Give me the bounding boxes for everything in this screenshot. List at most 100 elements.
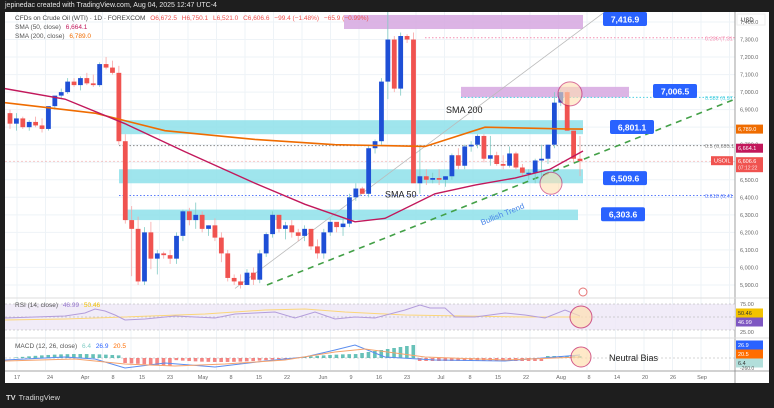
candle[interactable] (46, 106, 51, 131)
candle[interactable] (26, 120, 32, 131)
candle[interactable] (507, 146, 512, 168)
candle[interactable] (199, 211, 205, 233)
candle[interactable] (250, 267, 256, 285)
candle[interactable] (372, 139, 378, 154)
candle[interactable] (71, 78, 77, 87)
tradingview-logo[interactable]: TV TradingView (6, 393, 60, 402)
macd-hist-badge[interactable] (736, 358, 763, 368)
rsi-badge[interactable] (736, 317, 763, 327)
candle[interactable] (449, 153, 455, 180)
candle[interactable] (212, 218, 218, 242)
candle[interactable] (462, 144, 468, 170)
candle[interactable] (430, 172, 436, 184)
level-label-box[interactable] (603, 171, 647, 186)
candle[interactable] (334, 221, 340, 233)
candle[interactable] (238, 274, 243, 289)
sma200-line[interactable] (4, 101, 584, 148)
candle[interactable] (167, 249, 173, 264)
highlight-circle-bottom[interactable] (539, 171, 563, 195)
candle[interactable] (391, 36, 397, 93)
rsi-line[interactable] (4, 304, 581, 321)
bullish-trend-line[interactable] (266, 98, 736, 286)
rsi-ma-badge[interactable] (736, 308, 763, 318)
candle[interactable] (193, 202, 199, 229)
candle[interactable] (122, 134, 128, 224)
candle[interactable] (103, 57, 109, 70)
event-flag-icon[interactable] (578, 287, 588, 297)
highlight-circle-top[interactable] (557, 81, 583, 107)
level-label-box[interactable] (653, 83, 697, 98)
candle[interactable] (423, 169, 429, 186)
candle[interactable] (519, 163, 525, 177)
candle[interactable] (7, 109, 13, 129)
candle[interactable] (180, 209, 186, 242)
candle[interactable] (539, 144, 544, 180)
candle[interactable] (327, 218, 333, 236)
candle[interactable] (551, 92, 557, 149)
candle[interactable] (545, 144, 551, 164)
candle[interactable] (353, 183, 359, 201)
currency-box[interactable] (736, 13, 766, 26)
candle[interactable] (218, 232, 224, 263)
rsi-highlight-circle[interactable] (569, 305, 593, 329)
candle[interactable] (78, 76, 83, 91)
candle[interactable] (90, 74, 96, 87)
candle[interactable] (398, 32, 404, 96)
candle[interactable] (142, 227, 147, 285)
symbol-legend[interactable]: CFDs on Crude Oil (WTI) · 1D · FOREXCOM … (15, 15, 372, 22)
candle[interactable] (14, 113, 19, 131)
sma200-legend[interactable]: SMA (200, close) 6,789.0 (15, 33, 94, 40)
candle[interactable] (347, 193, 352, 228)
resistance-zone-mid[interactable] (461, 86, 629, 98)
candle[interactable] (494, 151, 500, 166)
rsi-legend[interactable]: RSI (14, close) 46.99 50.46 (15, 302, 103, 309)
candle[interactable] (366, 144, 372, 198)
candle[interactable] (340, 218, 346, 236)
candle[interactable] (110, 60, 115, 75)
level-label-box[interactable] (610, 119, 654, 134)
resistance-zone-top[interactable] (344, 14, 583, 30)
sma50-legend[interactable]: SMA (50, close) 6,664.1 (15, 24, 90, 31)
candle[interactable] (84, 72, 90, 86)
rsi-ma-line[interactable] (4, 308, 580, 321)
support-zone-6509[interactable] (119, 169, 583, 184)
macd-signal-badge[interactable] (736, 349, 763, 359)
sma50-price-badge[interactable] (736, 143, 763, 153)
candle[interactable] (481, 134, 487, 163)
candle[interactable] (282, 221, 288, 240)
candle[interactable] (116, 65, 122, 145)
candle[interactable] (295, 228, 301, 242)
macd-line[interactable] (4, 344, 581, 369)
candle[interactable] (379, 78, 384, 145)
candle[interactable] (231, 274, 237, 285)
candle[interactable] (468, 141, 474, 152)
macd-legend[interactable]: MACD (12, 26, close) 6.4 26.9 20.5 (15, 343, 129, 350)
candle[interactable] (39, 118, 45, 133)
candle[interactable] (571, 130, 576, 163)
candle[interactable] (154, 249, 160, 275)
support-zone-6801[interactable] (119, 120, 583, 135)
candle[interactable] (129, 206, 135, 277)
candle[interactable] (65, 78, 71, 94)
candle[interactable] (500, 155, 506, 170)
candle[interactable] (404, 34, 410, 44)
candle[interactable] (455, 148, 461, 170)
candle[interactable] (186, 207, 192, 226)
candle[interactable] (33, 116, 39, 128)
candle[interactable] (321, 228, 327, 259)
candle[interactable] (532, 158, 538, 184)
candle[interactable] (58, 88, 64, 100)
candle[interactable] (315, 239, 320, 259)
candle[interactable] (308, 228, 314, 250)
candle[interactable] (302, 225, 308, 242)
candle[interactable] (289, 220, 295, 238)
macd-highlight-circle[interactable] (570, 346, 592, 368)
last-price-badge[interactable] (736, 157, 763, 173)
candle[interactable] (97, 62, 103, 87)
candle[interactable] (411, 32, 416, 184)
candle[interactable] (359, 186, 365, 194)
candle[interactable] (225, 249, 231, 282)
candle[interactable] (135, 216, 141, 285)
candle[interactable] (577, 135, 583, 177)
sma200-price-badge[interactable] (736, 124, 763, 134)
